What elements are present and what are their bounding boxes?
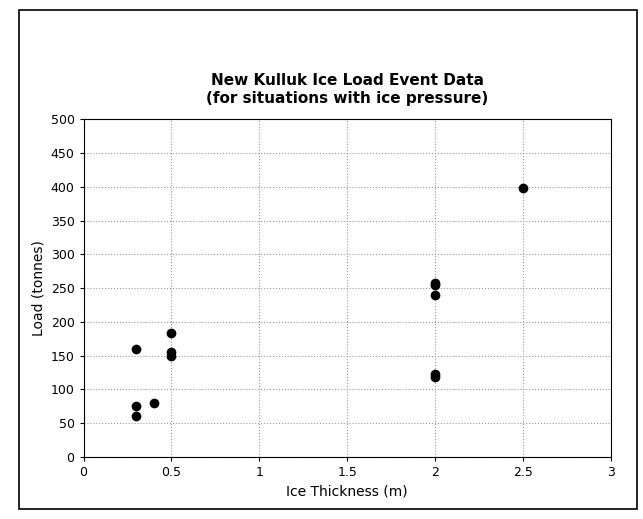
- Point: [131, 402, 141, 410]
- Point: [167, 351, 177, 360]
- Point: [430, 280, 440, 289]
- Point: [131, 412, 141, 420]
- Title: New Kulluk Ice Load Event Data
(for situations with ice pressure): New Kulluk Ice Load Event Data (for situ…: [206, 73, 488, 106]
- Point: [430, 373, 440, 381]
- Point: [167, 348, 177, 356]
- Y-axis label: Load (tonnes): Load (tonnes): [31, 240, 45, 336]
- Point: [149, 399, 159, 407]
- Point: [167, 329, 177, 337]
- Point: [430, 279, 440, 287]
- Point: [430, 370, 440, 378]
- Point: [131, 345, 141, 353]
- Point: [430, 291, 440, 299]
- Point: [518, 184, 528, 193]
- X-axis label: Ice Thickness (m): Ice Thickness (m): [286, 484, 408, 498]
